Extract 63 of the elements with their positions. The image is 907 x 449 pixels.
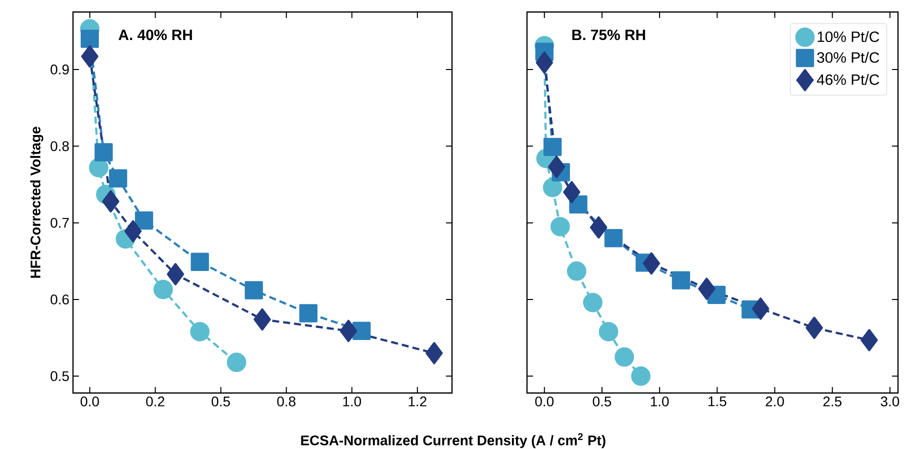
point (88, 158, 108, 178)
point (598, 322, 618, 342)
point (542, 178, 562, 198)
point (94, 143, 113, 162)
point (543, 138, 562, 156)
point (550, 216, 570, 236)
point (536, 51, 553, 74)
x-tick-label: 0.0 (535, 396, 554, 406)
point (672, 271, 690, 290)
point (81, 45, 98, 68)
point (548, 156, 566, 178)
point (102, 190, 120, 212)
x-tick-label: 1.0 (343, 396, 362, 406)
point (604, 229, 623, 248)
point (134, 211, 154, 230)
point (642, 252, 660, 275)
point (860, 329, 878, 352)
point (190, 252, 209, 272)
point (563, 181, 580, 204)
point (752, 298, 770, 320)
point (244, 281, 263, 300)
x-tick-label: 2.0 (766, 396, 784, 406)
x-tick-label: 0.8 (277, 396, 296, 406)
point (583, 292, 602, 312)
point (352, 322, 371, 340)
point (226, 352, 246, 372)
point (340, 320, 358, 342)
y-tick-label: 0.8 (50, 141, 69, 152)
y-tick-label: 0.7 (50, 218, 69, 228)
point (566, 261, 586, 281)
x-tick-label: 0.5 (212, 396, 230, 406)
y-tick-label: 0.5 (50, 371, 69, 382)
text: A. 40% RH (118, 30, 192, 40)
y-axis-title: HFR-Corrected Voltage (30, 126, 44, 278)
x-tick-label: 0.5 (592, 396, 612, 406)
y-tick-label: 0.6 (50, 294, 69, 304)
x-tick-label: 2.5 (823, 396, 842, 406)
y-tick-label: 0.9 (50, 64, 69, 74)
point (698, 278, 716, 300)
point (190, 322, 210, 342)
point (153, 280, 173, 300)
point (426, 342, 443, 364)
point (80, 30, 99, 48)
legend-label: 10% Pt/C (818, 31, 880, 42)
legend-label: 46% Pt/C (816, 74, 880, 85)
point (124, 220, 142, 242)
point (108, 169, 128, 188)
x-tick-label: 3.0 (880, 396, 900, 406)
x-tick-label: 0.2 (146, 396, 164, 406)
text: B. 75% RH (572, 30, 646, 40)
point (590, 216, 608, 239)
x-tick-label: 1.0 (650, 396, 669, 406)
x-tick-label: 1.5 (708, 396, 726, 406)
point (806, 316, 823, 339)
point (631, 366, 651, 386)
point (614, 347, 634, 367)
point (166, 263, 184, 286)
x-axis-title: ECSA-Normalized Current Density (A / cm$^{2}$ Pt) (301, 433, 606, 448)
legend-label: 30% Pt/C (817, 52, 880, 63)
x-tick-label: 0.0 (80, 396, 99, 406)
point (299, 304, 318, 322)
x-tick-label: 1.2 (408, 396, 426, 406)
point (254, 308, 271, 331)
